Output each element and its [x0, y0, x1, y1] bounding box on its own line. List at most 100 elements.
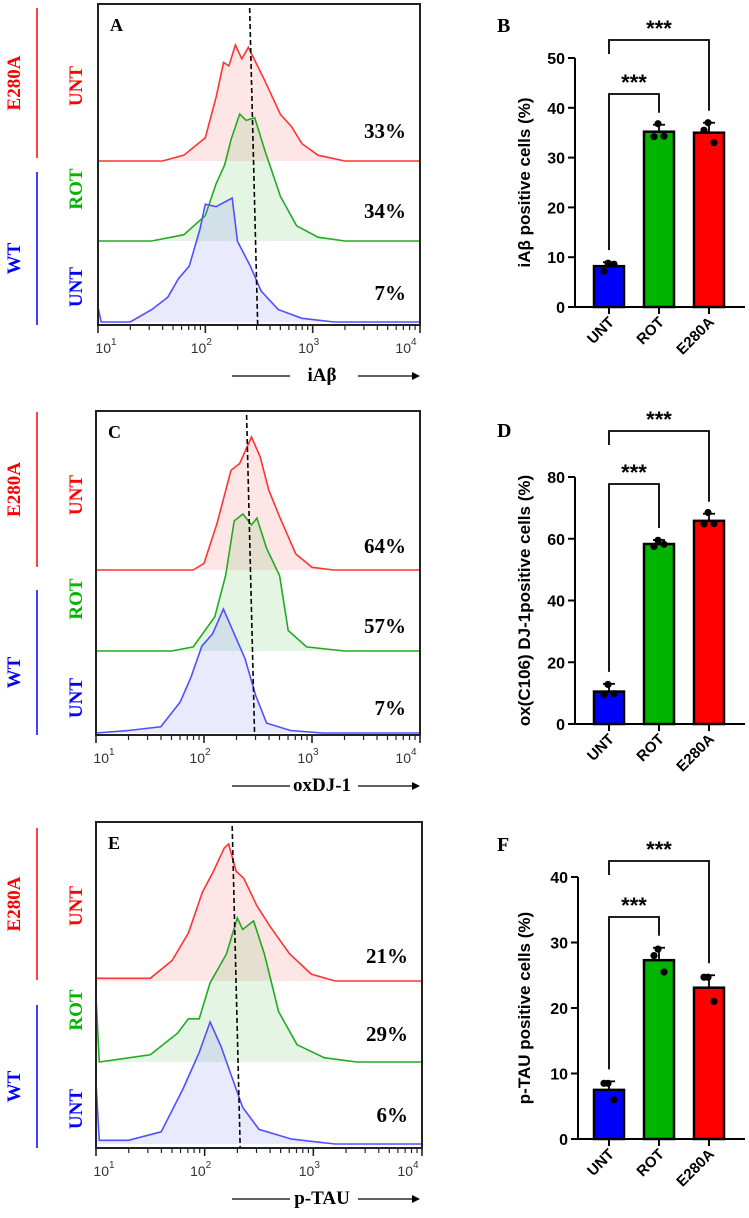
x-tick-base: 10	[299, 1163, 315, 1179]
panel-label: C	[108, 422, 121, 442]
significance-bracket	[608, 39, 710, 111]
data-point	[650, 952, 658, 960]
x-tick-base: 10	[395, 750, 411, 766]
row-label-rot: ROT	[66, 578, 87, 620]
x-tick-label: E280A	[673, 1146, 718, 1191]
plot-frame	[95, 821, 423, 1149]
significance-stars: ***	[646, 16, 672, 41]
y-axis-label: iAβ positive cells (%)	[515, 97, 534, 267]
y-tick-label: 0	[559, 1132, 568, 1149]
panel-label: E	[108, 833, 120, 853]
group-label-e280a: E280A	[4, 462, 25, 517]
significance-bracket	[608, 430, 710, 502]
histogram-line	[98, 112, 420, 242]
row-label-unt: UNT	[66, 267, 87, 307]
x-tick-exponent: 3	[314, 337, 320, 348]
row-label-unt: UNT	[66, 66, 87, 106]
data-point	[654, 945, 662, 953]
data-point	[650, 542, 658, 551]
y-tick-label: 40	[547, 594, 565, 611]
x-tick-label: UNT	[584, 314, 618, 348]
percent-label: 7%	[375, 281, 407, 305]
percent-label: 29%	[366, 1022, 408, 1046]
significance-stars: ***	[621, 893, 647, 918]
x-tick-exponent: 1	[109, 747, 115, 758]
data-point	[700, 520, 708, 528]
row-label-unt: UNT	[66, 886, 87, 926]
x-tick-label: UNT	[584, 1146, 618, 1180]
y-tick-label: 50	[547, 51, 565, 68]
percent-label: 21%	[366, 944, 408, 968]
bar-chart-D: D 0 20 40 60 80 ox(C106) DJ-1positive cells (%…	[497, 407, 745, 775]
histogram-line	[96, 435, 420, 571]
threshold-line	[248, 7, 259, 326]
threshold-line	[245, 414, 256, 736]
histogram-line	[96, 512, 420, 652]
histogram-line	[95, 606, 420, 734]
data-point	[700, 973, 708, 981]
significance-stars: ***	[621, 460, 647, 485]
x-tick-exponent: 2	[206, 337, 212, 348]
plot-frame	[95, 410, 421, 736]
histogram-fill	[96, 844, 422, 981]
x-tick-label: UNT	[584, 731, 618, 765]
histogram-fill	[98, 114, 420, 241]
y-axis-label: ox(C106) DJ-1positive cells (%)	[515, 475, 534, 726]
x-axis-label: oxDJ-1	[293, 775, 351, 796]
bar-unt	[592, 264, 626, 309]
bar-rot	[642, 958, 676, 1141]
bar-unt	[592, 690, 626, 726]
group-label-e280a: E280A	[4, 55, 25, 110]
bar-chart-F: F 0 10 20 30 40 p-TAU positive cells (%) UNT ROT…	[497, 834, 745, 1190]
percent-label: 6%	[377, 1103, 409, 1127]
data-point	[610, 690, 618, 698]
x-tick-base: 10	[191, 340, 207, 356]
x-tick-label: 104	[395, 747, 417, 766]
x-tick-label: 103	[297, 747, 319, 766]
x-tick-exponent: 3	[313, 747, 319, 758]
data-point	[710, 139, 718, 147]
plot-frame	[97, 3, 421, 326]
y-tick-label: 30	[550, 936, 568, 953]
data-point	[600, 267, 608, 275]
histogram-fill	[96, 609, 420, 733]
data-point	[660, 132, 668, 140]
row-label-unt: UNT	[66, 475, 87, 515]
x-tick-label: 103	[299, 1160, 321, 1179]
y-tick-label: 60	[547, 532, 565, 549]
x-tick-label: ROT	[633, 731, 667, 765]
group-label-wt: WT	[4, 656, 25, 688]
row-label-rot: ROT	[66, 168, 87, 210]
arrow-head-icon	[412, 372, 420, 380]
data-point	[610, 260, 618, 268]
percent-label: 64%	[364, 534, 406, 558]
x-tick-label: 101	[95, 337, 117, 356]
x-tick-exponent: 3	[314, 1160, 320, 1171]
y-tick-label: 0	[556, 300, 565, 317]
significance-bracket	[608, 483, 660, 672]
y-tick-label: 10	[550, 1067, 568, 1084]
histogram-fill	[96, 437, 420, 570]
x-tick-base: 10	[93, 750, 109, 766]
group-label-e280a: E280A	[4, 876, 25, 931]
x-tick-label: E280A	[673, 314, 718, 359]
x-axis-label: iAβ	[307, 365, 336, 386]
row-label-rot: ROT	[66, 989, 87, 1031]
y-tick-label: 20	[547, 655, 565, 672]
data-point	[600, 1079, 608, 1087]
histogram-fill	[98, 198, 420, 322]
bar-chart-B: B 0 10 20 30 40 50 iAβ positive cells (%) UNT ROT…	[497, 15, 745, 358]
percent-label: 7%	[375, 696, 407, 720]
data-point	[710, 520, 718, 528]
histogram-line	[97, 196, 420, 323]
x-tick-exponent: 2	[206, 1160, 212, 1171]
y-tick-label: 20	[550, 1001, 568, 1018]
histogram-line	[95, 915, 422, 1063]
data-point	[660, 968, 668, 976]
x-tick-label: 101	[93, 747, 115, 766]
histogram-fill	[98, 45, 420, 161]
panel-label: D	[497, 420, 511, 442]
y-tick-label: 10	[547, 250, 565, 267]
